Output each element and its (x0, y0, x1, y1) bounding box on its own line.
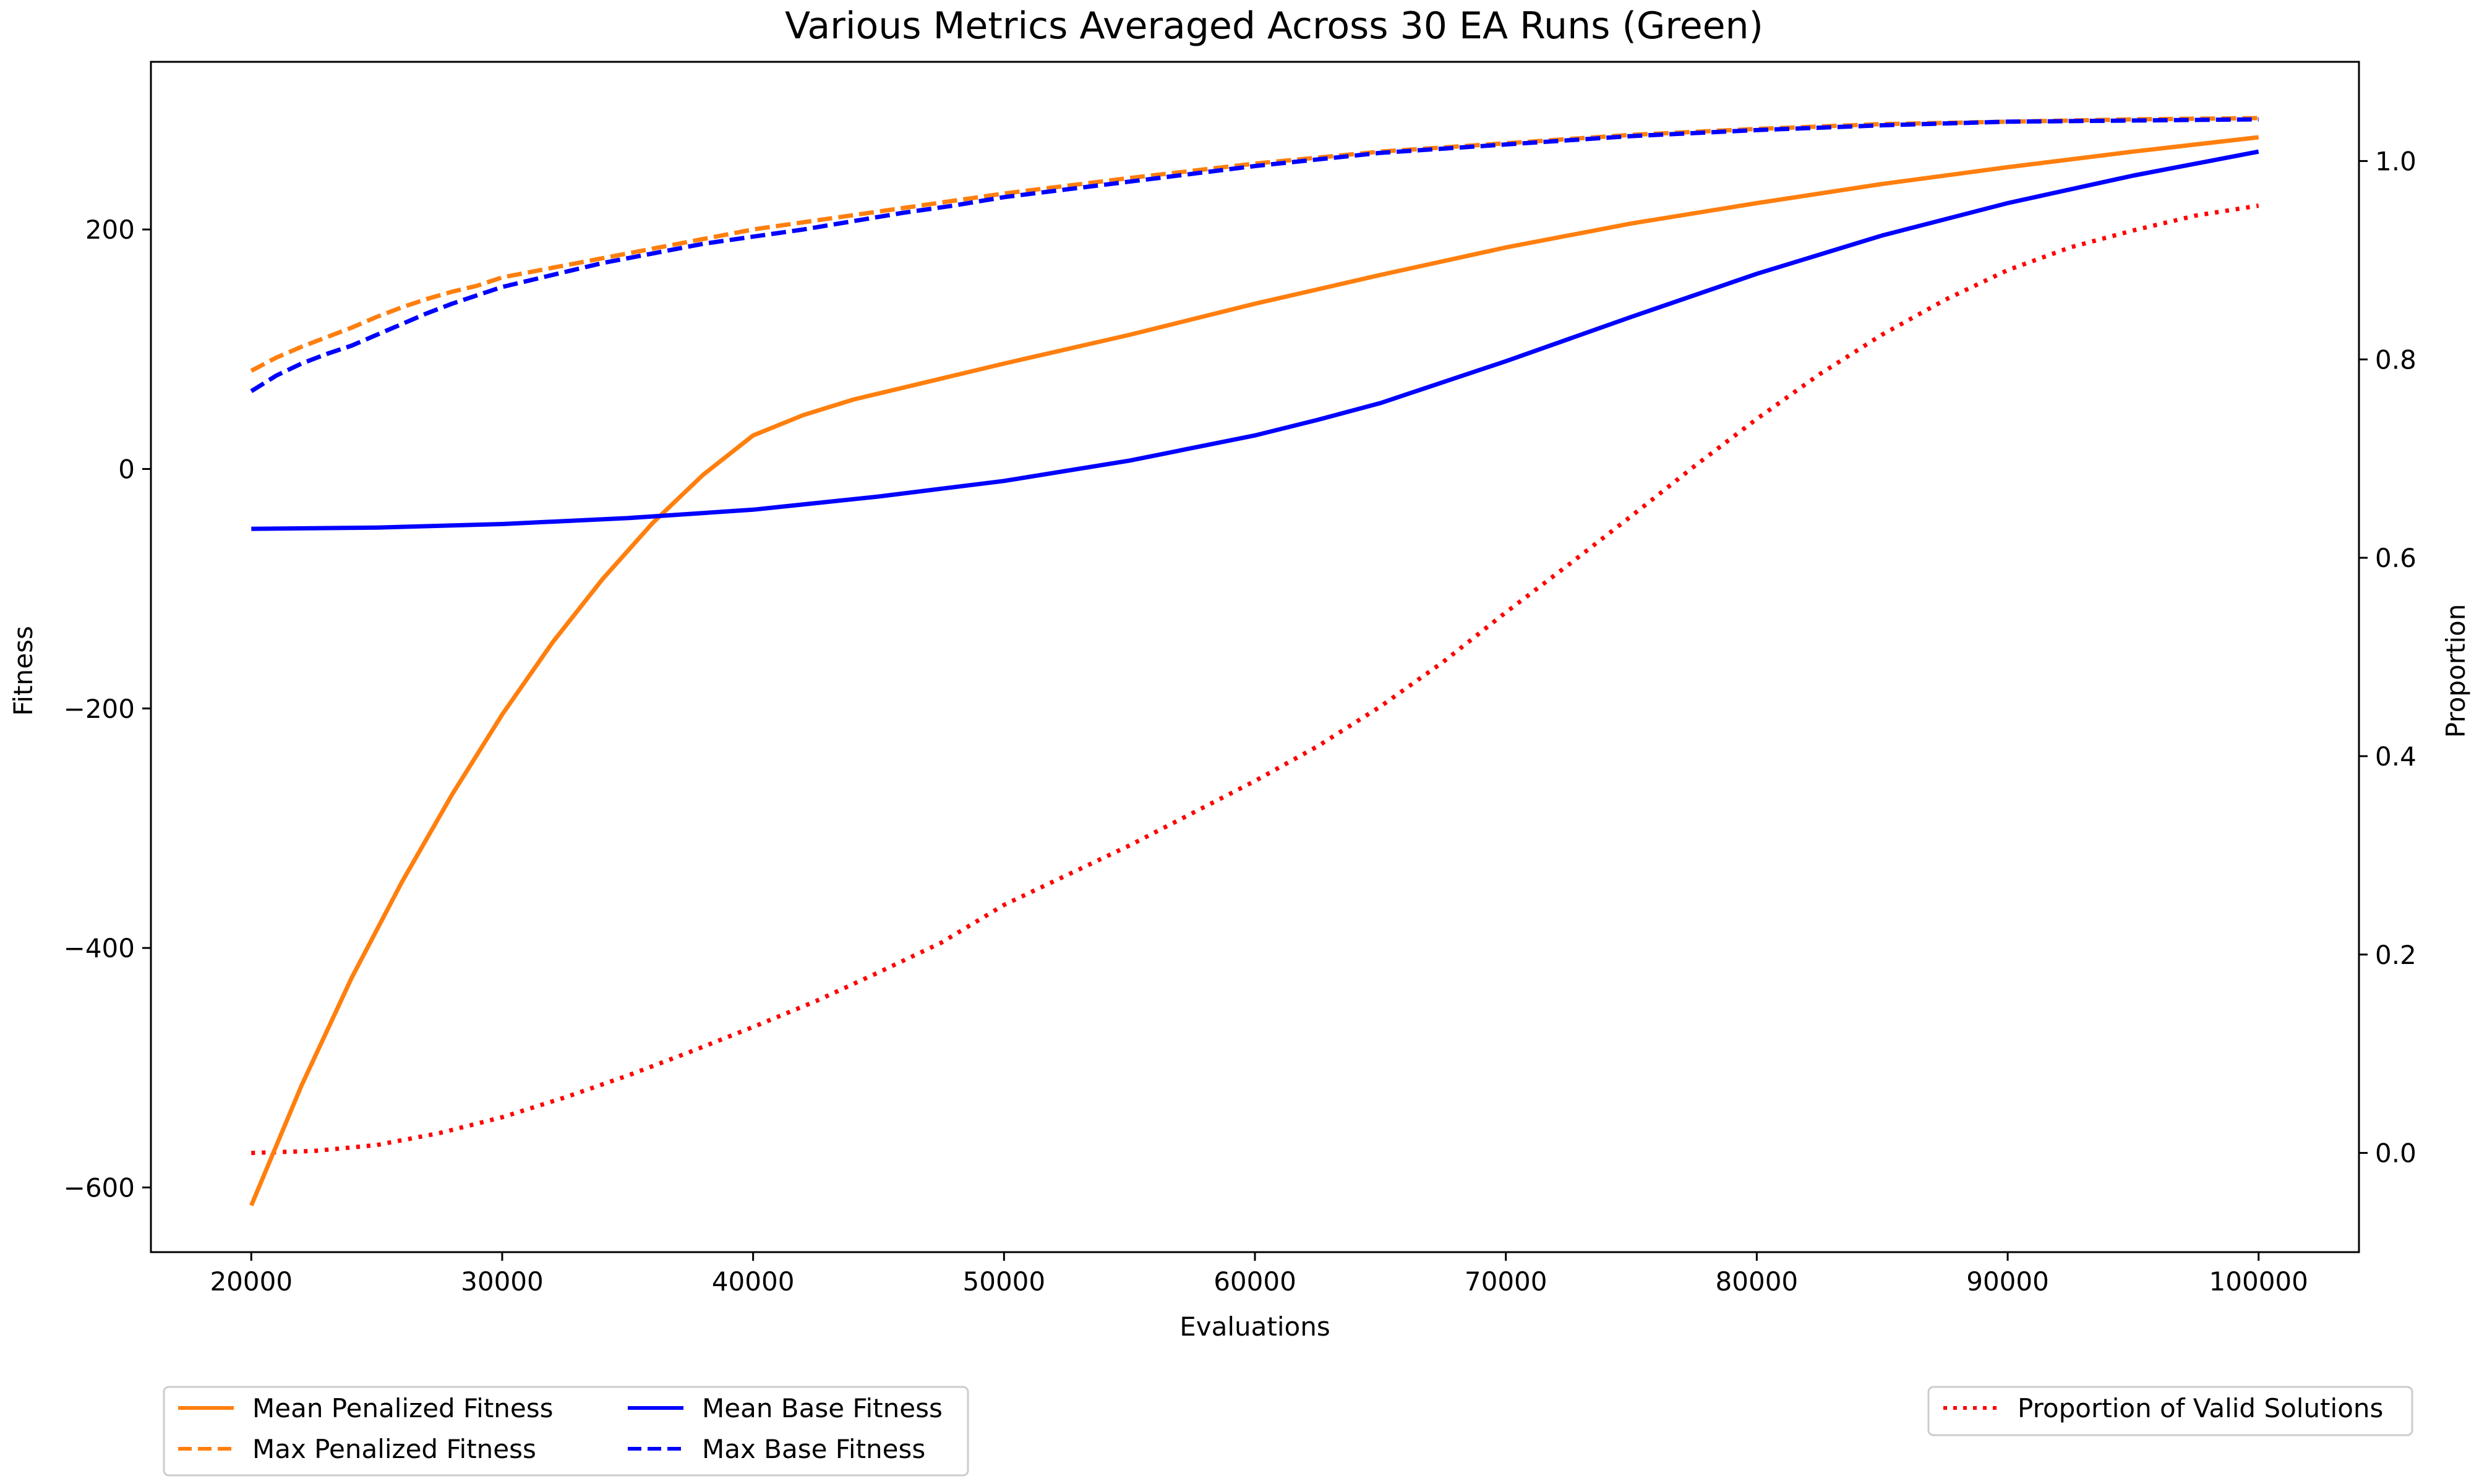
y-left-tick-label-2: −200 (64, 694, 135, 724)
y-right-tick-label-2: 0.6 (2375, 543, 2416, 573)
legend-right: Proportion of Valid Solutions (1927, 1386, 2413, 1436)
legend-label-mean-base: Mean Base Fitness (702, 1393, 943, 1423)
y-right-tick-label-0: 1.0 (2375, 146, 2416, 176)
legend-label-max-penalized: Max Penalized Fitness (252, 1434, 536, 1464)
legend-left-frame (163, 1386, 969, 1477)
legend-right-frame (1927, 1386, 2413, 1436)
y-right-tick-label-5: 0.0 (2375, 1138, 2416, 1169)
x-tick-label-80000: 80000 (1716, 1266, 1799, 1297)
x-axis: 20000 30000 40000 50000 60000 70000 80000 90000… (210, 1252, 2308, 1297)
legend-label-max-base: Max Base Fitness (702, 1434, 925, 1464)
y-axis-label-left: Fitness (8, 626, 38, 715)
legend-left: Mean Penalized Fitness Max Penalized Fit… (163, 1386, 969, 1477)
y-left-tick-label-3: −400 (64, 933, 135, 963)
y-left-tick-label-1: 0 (118, 454, 135, 484)
series-line-mean-base-fitness (251, 149, 2259, 531)
x-tick-label-20000: 20000 (210, 1266, 293, 1297)
series-layer (249, 116, 2259, 1206)
x-tick-label-70000: 70000 (1465, 1266, 1547, 1297)
x-tick-label-90000: 90000 (1966, 1266, 2049, 1297)
y-left-tick-label-0: 200 (85, 215, 135, 245)
legend-label-proportion-valid: Proportion of Valid Solutions (2018, 1393, 2383, 1423)
y-right-tick-label-1: 0.8 (2375, 344, 2416, 375)
series-line-proportion-of-valid-solutions (251, 203, 2259, 1156)
y-left-tick-label-4: −600 (64, 1172, 135, 1203)
x-tick-label-60000: 60000 (1213, 1266, 1296, 1297)
legend-label-mean-penalized: Mean Penalized Fitness (252, 1393, 554, 1423)
series-line-max-penalized-fitness (250, 116, 2259, 373)
plot-frame (150, 61, 2360, 1253)
y-right-tick-label-3: 0.4 (2375, 741, 2416, 772)
x-tick-label-40000: 40000 (712, 1266, 795, 1297)
chart-title: Various Metrics Averaged Across 30 EA Ru… (785, 4, 1763, 48)
x-axis-label: Evaluations (1179, 1311, 1330, 1342)
x-tick-label-100000: 100000 (2209, 1266, 2308, 1297)
y-right-tick-label-4: 0.2 (2375, 940, 2416, 970)
y-axis-left: 200 0 −200 −400 −600 (64, 215, 151, 1203)
series-line-mean-penalized-fitness (249, 135, 2259, 1206)
y-axis-right: 1.0 0.8 0.6 0.4 0.2 0.0 (2359, 146, 2416, 1169)
series-line-max-base-fitness (250, 117, 2259, 393)
y-axis-label-right: Proportion (2441, 604, 2471, 738)
x-tick-label-50000: 50000 (963, 1266, 1046, 1297)
x-tick-label-30000: 30000 (461, 1266, 544, 1297)
